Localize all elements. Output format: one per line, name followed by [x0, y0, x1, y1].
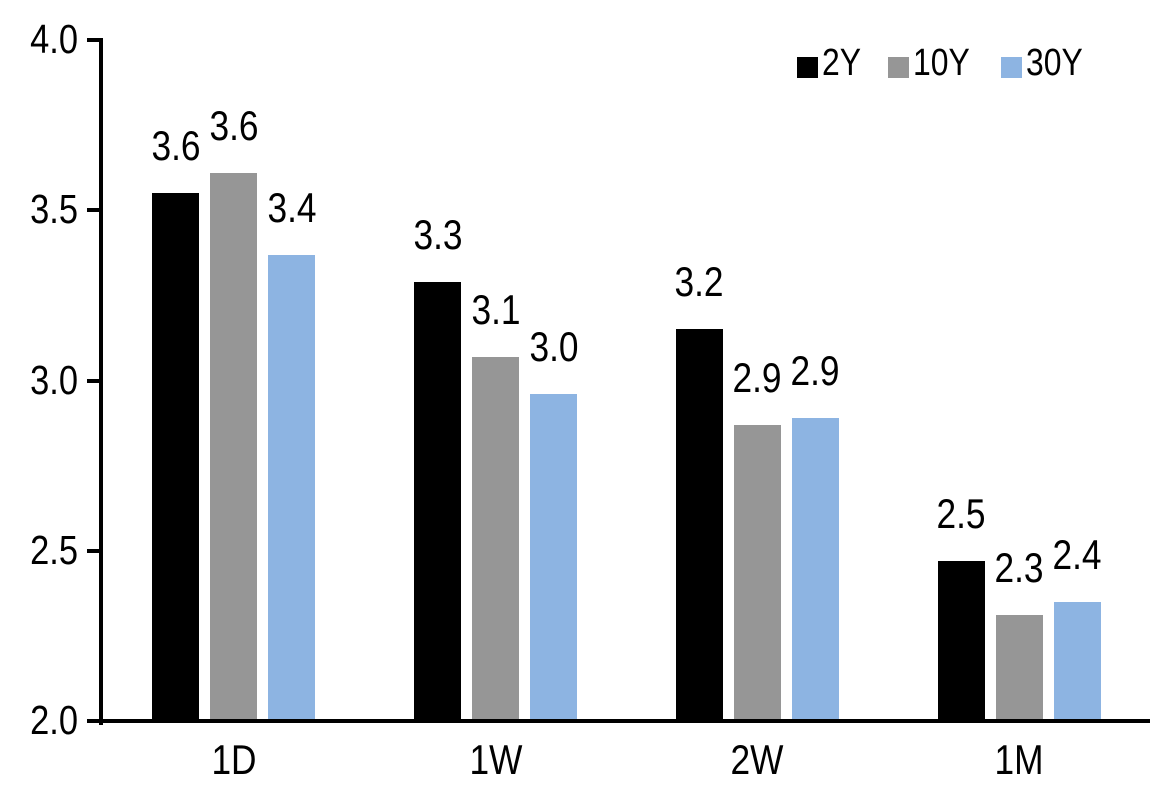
bar-2Y-2W	[676, 329, 723, 721]
y-axis-line	[99, 38, 103, 725]
bar-value-label: 3.1	[471, 286, 521, 333]
bar-30Y-1D	[268, 255, 315, 721]
x-category-label: 1D	[211, 736, 257, 783]
legend-swatch	[797, 57, 818, 78]
legend-swatch	[888, 57, 909, 78]
bar-value-label: 3.3	[413, 211, 463, 258]
bar-value-label: 3.4	[267, 184, 317, 231]
bar-10Y-1W	[472, 357, 519, 721]
bar-value-label: 3.6	[209, 102, 259, 149]
bar-value-label: 2.5	[936, 490, 986, 537]
y-tick-label: 4.0	[30, 16, 78, 62]
bar-10Y-1D	[210, 173, 257, 721]
bar-value-label: 3.0	[529, 323, 579, 370]
bar-value-label: 3.2	[674, 258, 724, 305]
legend-label: 2Y	[822, 42, 862, 84]
bar-value-label: 2.4	[1052, 531, 1102, 578]
y-tick-label: 3.5	[30, 186, 78, 232]
bar-value-label: 3.6	[151, 122, 201, 169]
bar-2Y-1M	[938, 561, 985, 721]
x-axis-line	[99, 719, 1150, 723]
y-tick	[87, 719, 101, 723]
x-category-label: 2W	[730, 736, 784, 783]
x-category-label: 1W	[469, 736, 523, 783]
y-tick-label: 2.0	[30, 697, 78, 743]
bar-30Y-1W	[530, 394, 577, 721]
bar-30Y-2W	[792, 418, 839, 721]
bar-2Y-1W	[414, 282, 461, 721]
y-tick-label: 3.0	[30, 357, 78, 403]
x-category-label: 1M	[994, 736, 1044, 783]
y-tick	[87, 38, 101, 42]
y-tick	[87, 379, 101, 383]
y-tick	[87, 549, 101, 553]
legend-swatch	[1001, 57, 1022, 78]
y-tick	[87, 208, 101, 212]
bar-10Y-1M	[996, 615, 1043, 721]
bar-10Y-2W	[734, 425, 781, 721]
bar-2Y-1D	[152, 193, 199, 721]
bar-value-label: 2.9	[732, 354, 782, 401]
bar-value-label: 2.3	[994, 544, 1044, 591]
bar-30Y-1M	[1054, 602, 1101, 721]
legend-label: 10Y	[913, 42, 970, 84]
y-tick-label: 2.5	[30, 527, 78, 573]
bar-value-label: 2.9	[790, 347, 840, 394]
legend-label: 30Y	[1026, 42, 1083, 84]
